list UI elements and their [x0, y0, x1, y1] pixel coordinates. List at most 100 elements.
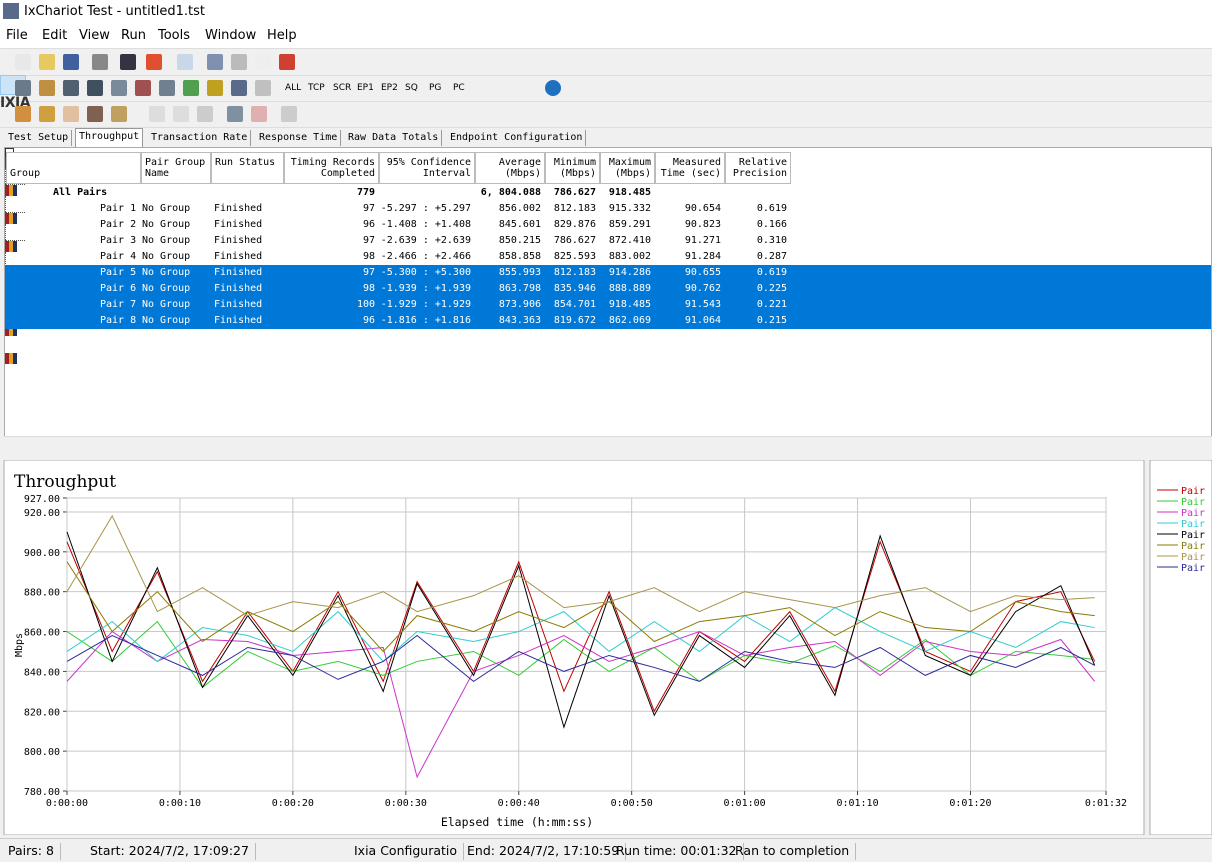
toolbar-button[interactable]	[120, 54, 136, 70]
summary-records: 779	[356, 187, 375, 198]
group-name: No Group	[142, 235, 191, 246]
toolbar-button[interactable]	[111, 106, 127, 122]
group-name: No Group	[142, 203, 191, 214]
filter-button[interactable]: SQ	[405, 83, 418, 93]
toolbar-button[interactable]	[183, 80, 199, 96]
legend-label: Pair	[1181, 563, 1205, 574]
pair-name[interactable]: Pair 2	[100, 219, 137, 230]
toolbar-button[interactable]	[135, 80, 151, 96]
cell-value: 0.166	[756, 219, 787, 230]
cell-value: 0.225	[756, 283, 787, 294]
toolbar-button[interactable]	[231, 80, 247, 96]
toolbar-button[interactable]	[15, 106, 31, 122]
toolbar-button[interactable]	[227, 106, 243, 122]
toolbar-button[interactable]	[279, 54, 295, 70]
toolbar-button[interactable]	[63, 54, 79, 70]
column-header[interactable]: Average (Mbps)	[475, 152, 545, 184]
pair-name[interactable]: Pair 8	[100, 315, 137, 326]
column-header[interactable]: Measured Time (sec)	[655, 152, 725, 184]
selected-row[interactable]	[5, 281, 1211, 297]
toolbar-button[interactable]	[251, 106, 267, 122]
toolbar-button[interactable]	[63, 106, 79, 122]
status-field: Run time: 00:01:32	[616, 843, 744, 860]
filter-button[interactable]: PG	[429, 83, 442, 93]
pair-name[interactable]: Pair 5	[100, 267, 137, 278]
toolbar-button[interactable]	[207, 80, 223, 96]
toolbar-button[interactable]	[92, 54, 108, 70]
tab[interactable]: Throughput	[75, 128, 144, 147]
status-bar: Pairs: 8 Start: 2024/7/2, 17:09:27 Ixia Co…	[0, 838, 1212, 862]
toolbar	[0, 101, 1212, 128]
toolbar-button[interactable]	[173, 106, 189, 122]
summary-average: 6, 804.088	[480, 187, 541, 198]
menu-item[interactable]: File	[6, 28, 28, 43]
menu-item[interactable]: Window	[205, 28, 257, 43]
menu-item[interactable]: Help	[267, 28, 297, 43]
pair-name[interactable]: Pair 6	[100, 283, 137, 294]
tree-line	[5, 252, 6, 268]
tab[interactable]: Raw Data Totals	[345, 130, 443, 146]
cell-value: 96	[362, 219, 375, 230]
menu-item[interactable]: Run	[121, 28, 146, 43]
toolbar-button[interactable]	[39, 106, 55, 122]
filter-button[interactable]: EP1	[357, 83, 374, 93]
column-header[interactable]: 95% Confidence Interval	[379, 152, 475, 184]
toolbar-button[interactable]	[87, 106, 103, 122]
tab[interactable]: Endpoint Configuration	[447, 130, 587, 146]
selected-row[interactable]	[5, 265, 1211, 281]
info-button[interactable]	[545, 80, 561, 96]
selected-row[interactable]	[5, 313, 1211, 329]
cell-value: 91.284	[684, 251, 721, 262]
toolbar-button[interactable]	[197, 106, 213, 122]
toolbar-button[interactable]	[177, 54, 193, 70]
cell-value: 97	[362, 203, 375, 214]
run-status: Finished	[214, 299, 263, 310]
tab[interactable]: Response Time	[256, 130, 342, 146]
toolbar-button[interactable]	[15, 54, 31, 70]
column-header[interactable]: Group	[6, 152, 141, 184]
column-header[interactable]: Timing Records Completed	[284, 152, 379, 184]
menu-item[interactable]: Edit	[42, 28, 68, 43]
tab[interactable]: Test Setup	[5, 130, 73, 146]
column-header[interactable]: Pair Group Name	[141, 152, 211, 184]
menu-item[interactable]: Tools	[158, 28, 191, 43]
toolbar-button[interactable]	[281, 106, 297, 122]
toolbar-button[interactable]	[87, 80, 103, 96]
pair-icon	[5, 353, 17, 364]
menu-item[interactable]: View	[79, 28, 110, 43]
cell-value: 854.701	[553, 299, 596, 310]
column-header[interactable]: Run Status	[211, 152, 284, 184]
pair-name[interactable]: Pair 1	[100, 203, 137, 214]
filter-button[interactable]: EP2	[381, 83, 398, 93]
scrollbar[interactable]	[4, 436, 1212, 453]
column-header[interactable]: Minimum (Mbps)	[545, 152, 600, 184]
pair-name[interactable]: Pair 7	[100, 299, 137, 310]
toolbar-button[interactable]	[255, 54, 271, 70]
toolbar-button[interactable]	[159, 80, 175, 96]
tab[interactable]: Transaction Rate	[148, 130, 252, 146]
pair-name[interactable]: Pair 4	[100, 251, 137, 262]
toolbar-button[interactable]	[39, 54, 55, 70]
series-line	[66, 540, 1096, 713]
group-name: No Group	[142, 299, 191, 310]
column-header[interactable]: Maximum (Mbps)	[600, 152, 655, 184]
toolbar-button[interactable]	[63, 80, 79, 96]
toolbar-button[interactable]	[207, 54, 223, 70]
filter-button[interactable]: PC	[453, 83, 465, 93]
cell-value: 97	[362, 267, 375, 278]
filter-button[interactable]: SCR	[333, 83, 352, 93]
toolbar-button[interactable]	[39, 80, 55, 96]
toolbar-button[interactable]	[255, 80, 271, 96]
cell-value: 829.876	[553, 219, 596, 230]
selected-row[interactable]	[5, 297, 1211, 313]
filter-button[interactable]: TCP	[308, 83, 325, 93]
filter-button[interactable]: ALL	[285, 83, 302, 93]
pair-name[interactable]: Pair 3	[100, 235, 137, 246]
toolbar-button[interactable]	[111, 80, 127, 96]
column-header[interactable]: Relative Precision	[725, 152, 791, 184]
group-name: No Group	[142, 251, 191, 262]
toolbar-button[interactable]	[15, 80, 31, 96]
toolbar-button[interactable]	[146, 54, 162, 70]
toolbar-button[interactable]	[231, 54, 247, 70]
toolbar-button[interactable]	[149, 106, 165, 122]
